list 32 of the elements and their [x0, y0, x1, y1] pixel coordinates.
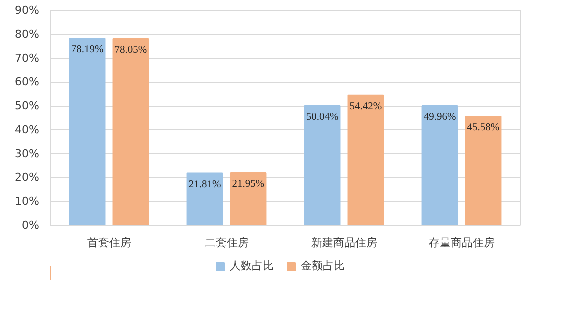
bar [348, 94, 384, 226]
y-tick-label: 40% [15, 123, 40, 136]
bar [230, 172, 267, 226]
bar [112, 38, 150, 226]
x-tick-label: 存量商品住房 [428, 236, 495, 250]
bar [69, 38, 106, 226]
y-tick-label: 0% [22, 219, 40, 232]
legend-label: 金额占比 [301, 258, 345, 274]
legend-label: 人数占比 [230, 258, 274, 274]
y-tick-label: 50% [15, 100, 40, 113]
x-tick-label: 新建商品住房 [311, 236, 378, 250]
bar [422, 106, 458, 226]
data-label: 45.58% [467, 122, 500, 134]
y-tick-label: 60% [15, 76, 40, 89]
y-tick-label: 20% [15, 171, 40, 184]
data-label: 50.04% [306, 112, 339, 123]
x-tick-label: 二套住房 [204, 236, 249, 250]
data-label: 78.05% [114, 45, 148, 56]
y-tick-label: 70% [15, 52, 40, 65]
bar [186, 172, 224, 226]
y-tick-label: 90% [15, 4, 40, 17]
data-label: 78.19% [71, 44, 104, 56]
bar [304, 105, 341, 226]
bar [465, 116, 502, 226]
y-tick-label: 30% [15, 147, 40, 160]
y-tick-label: 10% [15, 195, 40, 208]
data-label: 21.81% [188, 179, 222, 190]
x-tick-label: 首套住房 [87, 236, 132, 250]
data-label: 54.42% [350, 101, 382, 112]
y-tick-label: 80% [15, 28, 40, 41]
data-label: 21.95% [232, 179, 265, 190]
data-label: 49.96% [424, 112, 456, 124]
